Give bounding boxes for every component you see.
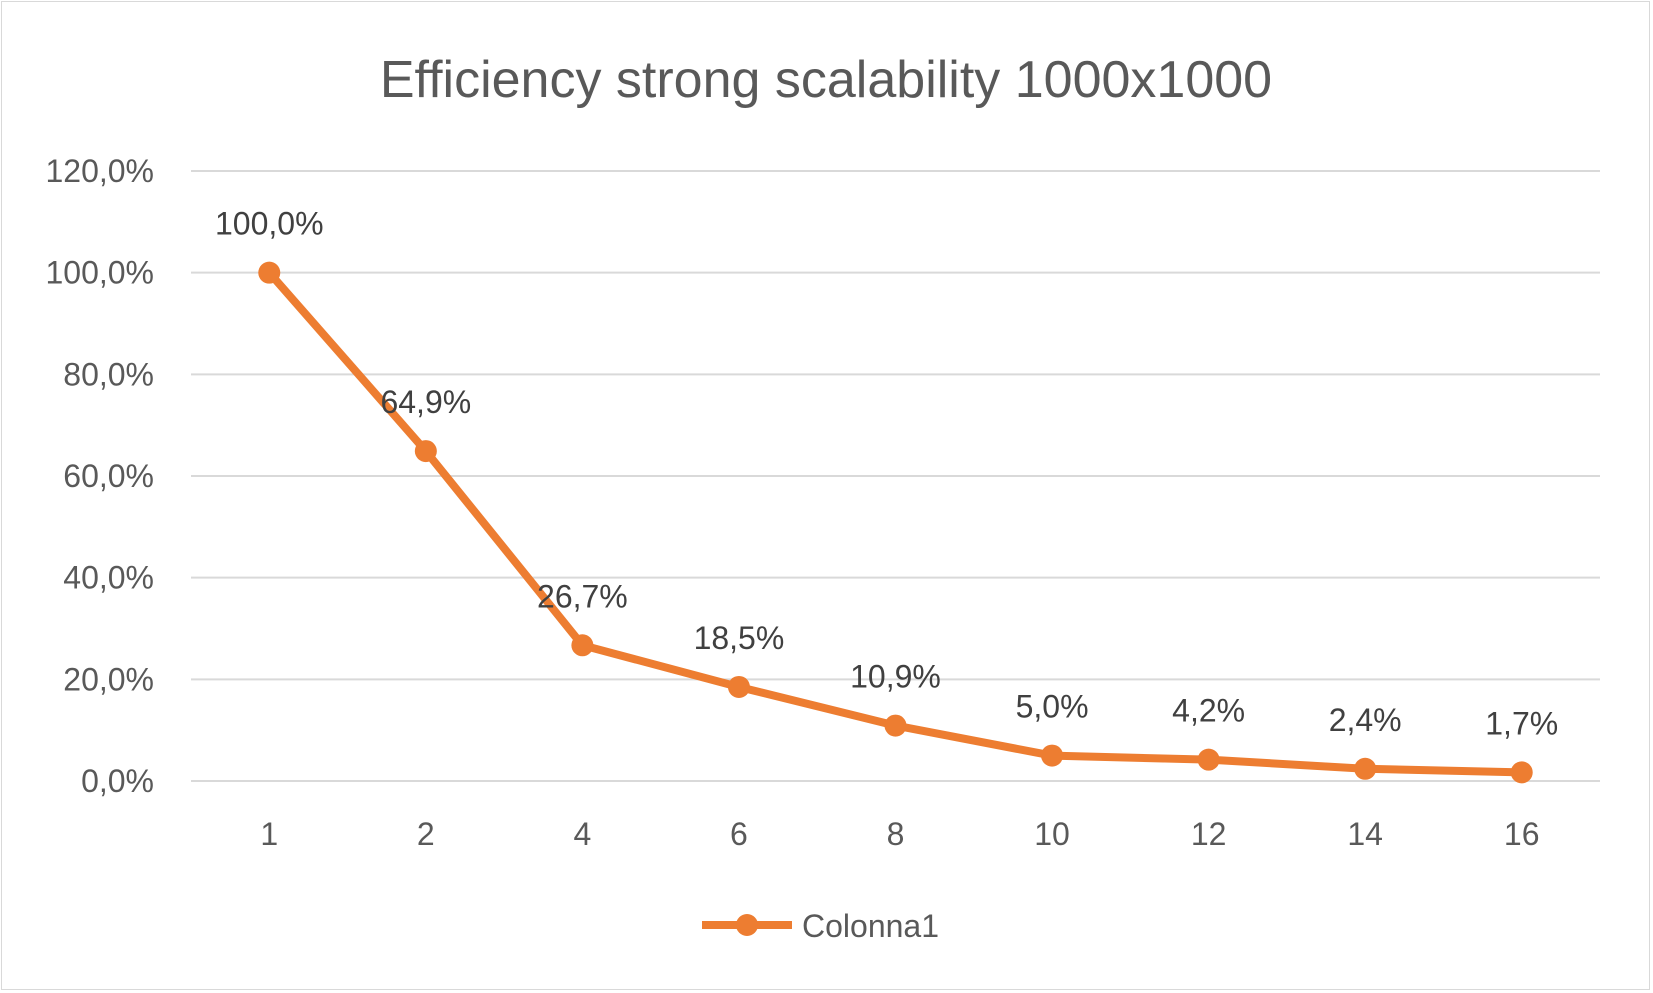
y-tick-label: 60,0% xyxy=(63,458,154,494)
data-point[interactable] xyxy=(1197,748,1220,771)
data-point[interactable] xyxy=(727,675,750,698)
y-tick-label: 20,0% xyxy=(63,661,154,697)
y-tick-label: 0,0% xyxy=(81,763,154,799)
x-tick-label: 12 xyxy=(1191,816,1227,852)
data-label: 26,7% xyxy=(537,578,628,614)
series-colonna1: 100,0% 64,9% 26,7% 18,5% 10,9% 5,0% 4,2% 2,4% 1,… xyxy=(215,206,1558,784)
x-tick-label: 4 xyxy=(573,816,591,852)
x-tick-label: 10 xyxy=(1034,816,1070,852)
x-tick-label: 1 xyxy=(260,816,278,852)
y-tick-label: 120,0% xyxy=(45,153,154,189)
data-label: 2,4% xyxy=(1329,702,1402,738)
data-point[interactable] xyxy=(1510,761,1533,784)
data-label: 1,7% xyxy=(1485,705,1558,741)
x-tick-label: 16 xyxy=(1504,816,1540,852)
x-tick-label: 2 xyxy=(417,816,435,852)
x-tick-label: 14 xyxy=(1347,816,1383,852)
data-point[interactable] xyxy=(1041,744,1064,767)
x-axis: 1 2 4 6 8 10 12 14 16 xyxy=(260,816,1539,852)
y-axis: 0,0% 20,0% 40,0% 60,0% 80,0% 100,0% 120,0% xyxy=(45,153,154,799)
data-label: 18,5% xyxy=(694,620,785,656)
legend-label: Colonna1 xyxy=(802,908,939,944)
x-tick-label: 6 xyxy=(730,816,748,852)
chart-title: Efficiency strong scalability 1000x1000 xyxy=(380,51,1272,109)
data-point[interactable] xyxy=(1354,757,1377,780)
legend-point-marker xyxy=(736,914,758,936)
y-tick-label: 40,0% xyxy=(63,560,154,596)
y-tick-label: 100,0% xyxy=(45,255,154,291)
data-point[interactable] xyxy=(258,261,281,284)
data-label: 64,9% xyxy=(380,384,471,420)
legend[interactable]: Colonna1 xyxy=(702,908,939,944)
data-point[interactable] xyxy=(414,440,437,463)
data-label: 5,0% xyxy=(1016,689,1089,725)
x-tick-label: 8 xyxy=(887,816,905,852)
data-label: 10,9% xyxy=(850,659,941,695)
series-line xyxy=(265,268,1526,777)
data-point[interactable] xyxy=(571,634,594,657)
data-point[interactable] xyxy=(884,714,907,737)
y-tick-label: 80,0% xyxy=(63,356,154,392)
gridlines xyxy=(191,170,1600,782)
data-label: 100,0% xyxy=(215,206,324,242)
data-label: 4,2% xyxy=(1172,693,1245,729)
